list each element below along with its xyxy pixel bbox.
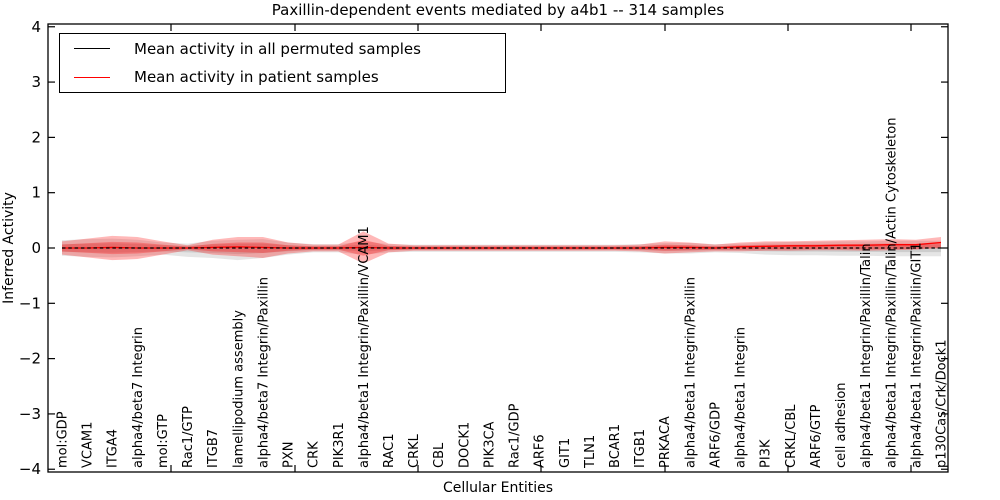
chart-title: Paxillin-dependent events mediated by a4…: [272, 1, 725, 19]
permuted-spread-inner-band: [62, 243, 941, 255]
x-category-label: mol:GDP: [56, 411, 71, 468]
x-category-label: mol:GTP: [156, 414, 171, 468]
x-category-label: ITGB1: [633, 429, 648, 468]
x-category-label: Rac1/GDP: [508, 403, 523, 468]
x-category-label: ITGB7: [206, 429, 221, 468]
legend-item-permuted: Mean activity in all permuted samples: [60, 35, 505, 63]
x-category-label: cell adhesion: [834, 382, 849, 468]
x-category-label: alpha4/beta1 Integrin/Paxillin/GIT1: [909, 242, 924, 468]
x-category-label: p130Cas/Crk/Dock1: [935, 339, 950, 468]
x-category-label: PI3K: [759, 439, 774, 468]
x-category-label: GIT1: [558, 438, 573, 468]
legend-item-patient: Mean activity in patient samples: [60, 63, 505, 91]
y-axis-label: Inferred Activity: [1, 192, 17, 304]
x-axis-label: Cellular Entities: [443, 480, 553, 496]
x-category-label: PIK3CA: [482, 421, 497, 468]
y-tick-label: 4: [31, 18, 41, 36]
x-category-label: BCAR1: [608, 424, 623, 468]
x-category-label: alpha4/beta1 Integrin/Paxillin/VCAM1: [357, 226, 372, 468]
x-category-label: alpha4/beta7 Integrin/Paxillin: [256, 277, 271, 468]
x-category-label: CRKL: [407, 433, 422, 468]
x-category-label: alpha4/beta1 Integrin/Paxillin/Talin: [859, 243, 874, 468]
x-category-label: PRKACA: [658, 416, 673, 468]
y-tick-label: 3: [31, 73, 41, 91]
x-category-label: alpha4/beta1 Integrin/Paxillin: [683, 277, 698, 468]
x-category-label: PIK3R1: [332, 422, 347, 468]
x-category-label: DOCK1: [457, 422, 472, 468]
axes-layer: −4 −3 −2 −1 0 1 2 3 4 mol:GDP VCAM1 ITGA4 alpha4/bet…: [19, 18, 950, 478]
legend: Mean activity in all permuted samples Me…: [59, 33, 506, 93]
x-category-label: CBL: [432, 442, 447, 468]
x-category-label: alpha4/beta1 Integrin/Paxillin/Talin/Act…: [884, 118, 899, 468]
y-tick-label: −1: [19, 294, 41, 312]
y-tick-label: 1: [31, 184, 41, 202]
x-category-label: ARF6: [533, 434, 548, 468]
x-category-label: ITGA4: [106, 429, 121, 468]
x-category-label: ARF6/GTP: [809, 404, 824, 468]
legend-label-permuted: Mean activity in all permuted samples: [134, 39, 421, 58]
x-category-label: RAC1: [382, 433, 397, 468]
lines-layer: [62, 241, 942, 249]
x-category-label: alpha4/beta1 Integrin: [734, 327, 749, 468]
x-category-label: VCAM1: [81, 422, 96, 468]
y-tick-label: −4: [19, 460, 41, 478]
permuted-spread-outer-band: [62, 238, 941, 261]
legend-label-patient: Mean activity in patient samples: [134, 68, 379, 87]
y-tick-label: 2: [31, 128, 41, 146]
x-category-label: Rac1/GTP: [181, 406, 196, 468]
x-category-label: ARF6/GDP: [708, 402, 723, 468]
x-category-label: CRK: [307, 441, 322, 468]
permuted-line-swatch: [74, 48, 110, 50]
x-category-label: TLN1: [583, 435, 598, 469]
patient-line-swatch: [74, 76, 110, 78]
x-category-label: PXN: [282, 442, 297, 468]
y-tick-label: 0: [31, 239, 41, 257]
y-tick-label: −3: [19, 405, 41, 423]
x-category-label: CRKL/CBL: [784, 404, 799, 468]
x-category-label: lamellipodium assembly: [231, 310, 246, 468]
y-tick-label: −2: [19, 350, 41, 368]
x-category-label: alpha4/beta7 Integrin: [131, 327, 146, 468]
